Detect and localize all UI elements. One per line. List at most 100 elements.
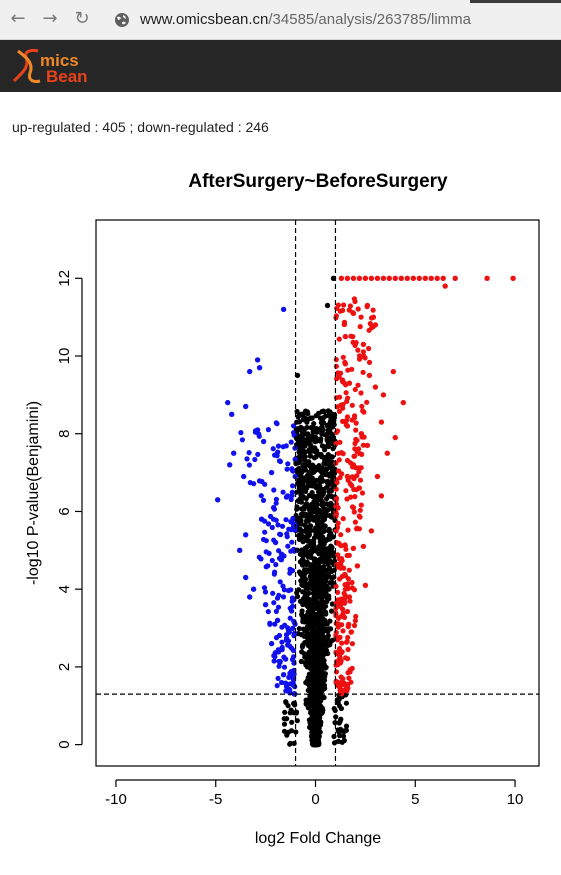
point-ns [324,437,330,443]
point-down [279,647,285,653]
point-down [290,468,296,474]
point-up [345,646,351,653]
point-up [339,640,345,646]
point-up [422,275,428,281]
dna-helix-icon [12,48,41,83]
point-ns [302,654,308,660]
point-down [243,574,249,581]
back-icon[interactable]: ← [10,8,26,29]
point-down [292,456,298,462]
point-ns [318,684,324,691]
data-points [215,275,516,748]
point-down [281,587,287,593]
point-ns [315,703,321,709]
omicsbean-logo[interactable]: mics Bean [10,45,120,87]
point-up [350,334,356,340]
point-up [348,679,354,685]
point-ns [313,453,319,460]
point-ns [318,498,325,504]
point-ns [302,571,308,577]
point-down [272,539,279,546]
point-up [368,528,375,534]
point-ns [299,468,305,474]
point-ns [295,414,301,420]
active-tab-indicator [470,0,561,3]
point-up [349,402,355,408]
point-ns [324,302,331,309]
point-up [374,275,381,281]
point-ns [312,548,319,554]
point-up [335,589,341,595]
address-bar[interactable]: www.omicsbean.cn/34585/analysis/263785/l… [110,6,561,34]
point-ns [343,700,349,706]
point-ns [297,440,304,446]
point-up [442,283,448,289]
point-up [342,361,349,367]
point-ns [307,687,313,693]
point-ns [312,507,318,513]
point-ns [318,719,324,725]
point-ns [316,489,322,495]
point-down [280,594,287,600]
reload-icon[interactable]: ↻ [74,8,90,29]
point-down [270,446,276,452]
point-ns [310,493,316,500]
point-up [345,395,351,401]
point-down [279,679,285,686]
point-ns [325,650,331,657]
point-down [269,557,275,564]
point-up [342,333,349,340]
point-down [239,437,245,443]
point-ns [329,601,335,607]
point-ns [312,735,318,741]
point-down [215,497,221,503]
point-ns [288,707,294,713]
forward-icon[interactable]: → [42,8,58,29]
point-ns [316,620,322,626]
point-ns [319,518,325,524]
point-up [340,354,346,360]
point-up [335,661,341,668]
point-up [356,513,362,519]
point-up [347,303,353,309]
x-axis-label: log2 Fold Change [255,830,381,847]
point-down [274,421,280,427]
point-up [355,382,361,388]
point-ns [283,699,289,706]
point-ns [320,491,326,497]
point-up [368,275,375,281]
point-ns [307,548,313,555]
point-ns [335,727,341,733]
point-up [333,441,339,447]
point-ns [324,621,330,627]
point-ns [307,582,313,588]
logo-line1: mics [40,51,79,70]
point-down [259,478,265,485]
point-ns [311,714,317,720]
point-up [355,306,361,312]
point-ns [304,632,310,638]
point-ns [322,583,329,589]
point-up [350,462,357,468]
point-up [344,275,351,281]
point-up [338,275,345,281]
point-ns [309,705,315,711]
point-ns [304,536,310,543]
point-ns [313,502,320,508]
point-ns [323,579,329,585]
plot-frame [95,219,540,767]
point-ns [306,459,312,465]
point-up [366,359,373,365]
point-down [262,589,269,595]
point-ns [311,660,317,666]
point-ns [302,415,308,421]
point-ns [320,523,326,529]
point-down [244,456,250,462]
point-up [380,275,387,281]
point-ns [321,628,327,634]
point-down [269,524,275,531]
point-up [337,394,343,400]
point-down [290,682,296,688]
point-up [434,275,440,281]
point-down [292,445,298,451]
